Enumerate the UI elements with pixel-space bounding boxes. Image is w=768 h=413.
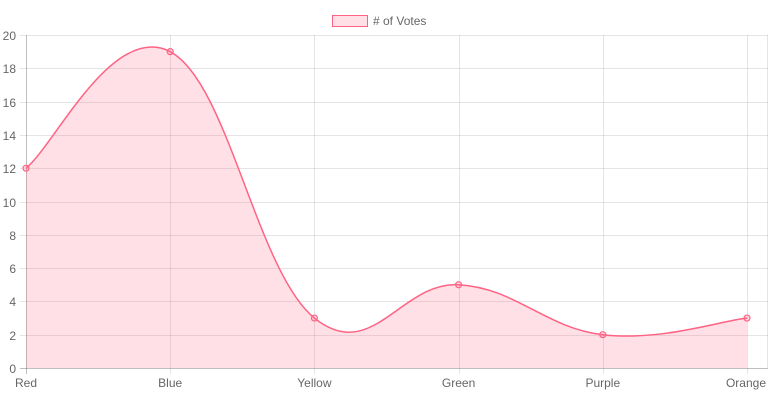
x-tick-label: Purple [585,376,621,390]
data-points [22,48,751,339]
y-tick-label: 18 [2,61,16,76]
x-tick-label: Blue [158,376,183,390]
data-point[interactable] [599,331,607,339]
y-tick-label: 14 [2,128,16,143]
y-tick-label: 0 [9,361,16,376]
legend-label: # of Votes [373,14,427,28]
data-point[interactable] [455,281,463,289]
y-tick-label: 8 [9,228,16,243]
data-line [25,46,748,337]
y-tick-label: 6 [9,261,16,276]
x-tick-label: Yellow [297,376,332,390]
x-tick-label: Red [14,376,37,390]
legend-swatch [332,15,368,27]
x-tick-label: Orange [725,376,766,390]
y-tick-label: 12 [2,161,16,176]
data-point[interactable] [310,314,318,322]
x-tick-label: Green [441,376,476,390]
y-tick-label: 16 [2,95,16,110]
area-fill [26,46,747,368]
y-tick-label: 10 [2,195,16,210]
data-point[interactable] [166,48,174,56]
y-tick-label: 4 [9,294,16,309]
data-point[interactable] [743,314,751,322]
legend[interactable]: # of Votes [332,13,426,29]
data-point[interactable] [22,164,30,172]
y-tick-label: 20 [2,28,16,43]
y-tick-label: 2 [9,328,16,343]
